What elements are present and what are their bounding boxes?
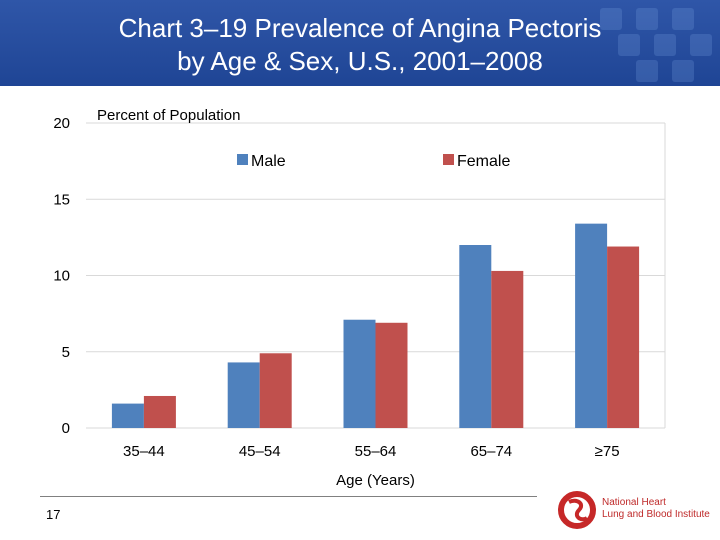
y-tick-label: 20 <box>53 115 70 132</box>
legend-label-female: Female <box>457 153 510 170</box>
bar-female <box>491 270 524 428</box>
decorative-tile <box>672 8 694 30</box>
y-tick-label: 0 <box>62 420 70 437</box>
x-tick-label: 35–44 <box>123 443 165 460</box>
y-axis-label: Percent of Population <box>97 107 240 124</box>
x-tick-label: 45–54 <box>239 443 281 460</box>
bar-female <box>607 246 640 428</box>
bar-female <box>375 322 408 428</box>
bar-male <box>575 223 608 428</box>
decorative-tile <box>672 60 694 82</box>
decorative-tile <box>690 34 712 56</box>
bar-male <box>459 245 492 428</box>
y-tick-label: 5 <box>62 344 70 361</box>
bar-male <box>227 362 260 428</box>
logo-line-2: Lung and Blood Institute <box>602 509 710 520</box>
x-tick-label: ≥75 <box>595 443 620 460</box>
bar-male <box>111 403 144 428</box>
bar-male <box>343 319 376 428</box>
y-tick-label: 15 <box>53 191 70 208</box>
chart-title: Chart 3–19 Prevalence of Angina Pectoris… <box>0 12 720 78</box>
decorative-tile <box>618 34 640 56</box>
page-number: 17 <box>46 507 61 522</box>
decorative-tile <box>654 34 676 56</box>
y-tick-label: 10 <box>53 268 70 285</box>
legend-swatch-male <box>237 154 248 165</box>
logo-wordmark: National Heart Lung and Blood Institute <box>602 497 712 521</box>
bar-female <box>259 353 292 428</box>
chart-title-line-2: by Age & Sex, U.S., 2001–2008 <box>177 46 543 76</box>
title-banner: Chart 3–19 Prevalence of Angina Pectoris… <box>0 0 720 86</box>
x-axis-label: Age (Years) <box>336 472 415 489</box>
logo-line-1: National Heart <box>602 497 666 508</box>
legend-swatch-female <box>443 154 454 165</box>
nhlbi-logo-icon <box>558 491 596 529</box>
decorative-tile <box>636 60 658 82</box>
x-tick-label: 65–74 <box>470 443 512 460</box>
decorative-tile <box>636 8 658 30</box>
chart-title-line-1: Chart 3–19 Prevalence of Angina Pectoris <box>118 13 602 43</box>
footer-divider <box>40 496 537 497</box>
bar-chart: 0 5 10 15 20 Percent of Population 35–44 45–54 5… <box>53 107 666 489</box>
legend-label-male: Male <box>251 153 286 170</box>
bar-female <box>143 395 176 428</box>
decorative-tile <box>600 8 622 30</box>
x-tick-label: 55–64 <box>355 443 397 460</box>
